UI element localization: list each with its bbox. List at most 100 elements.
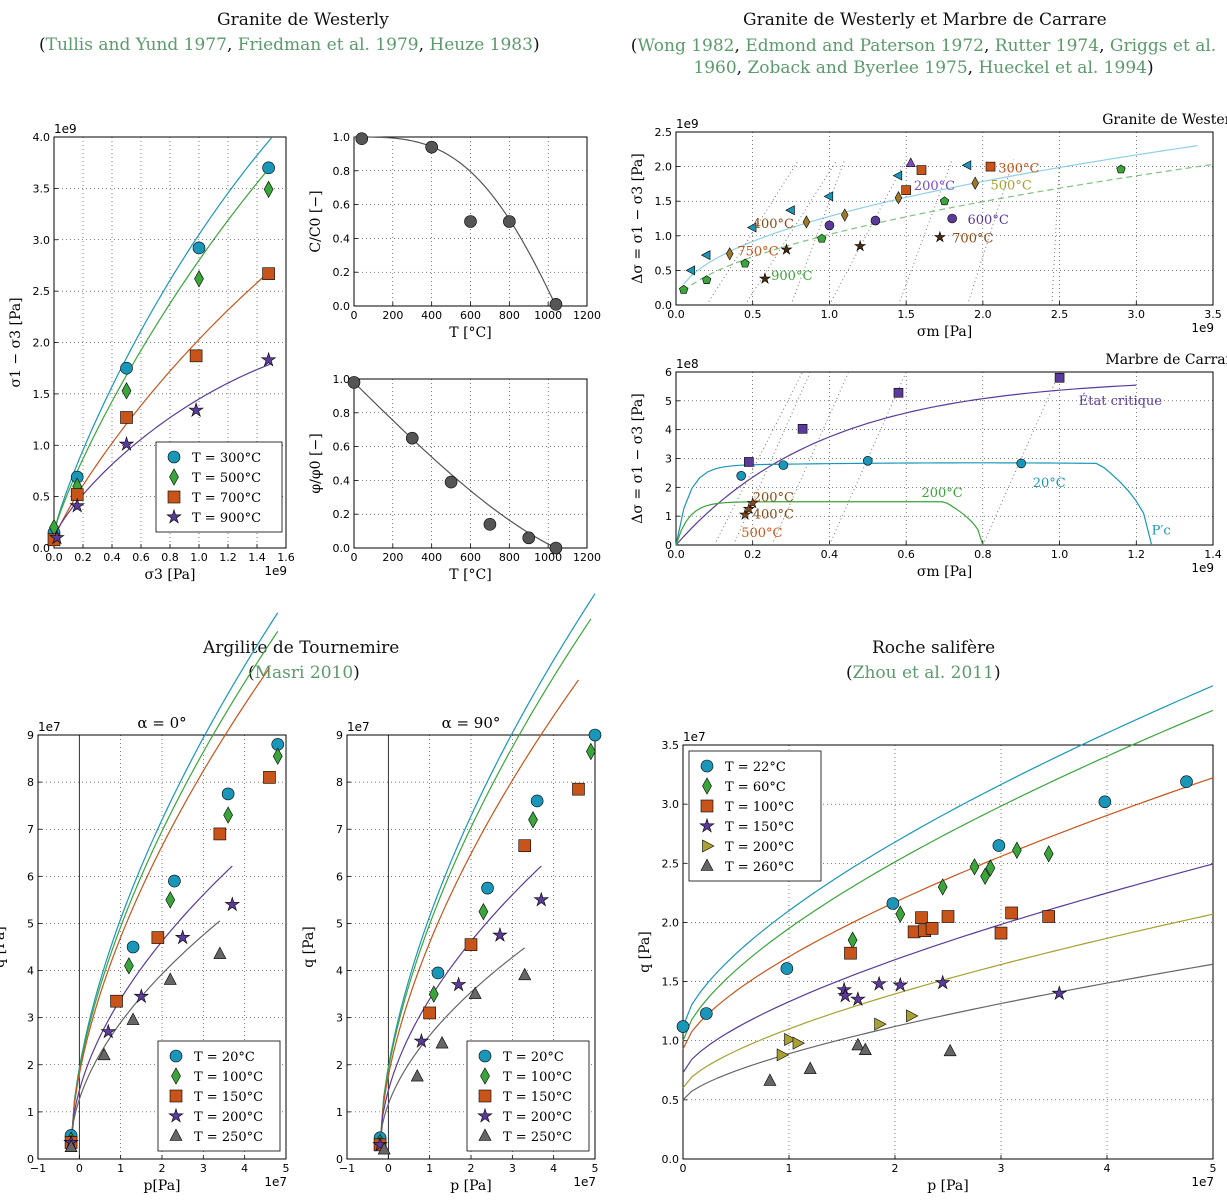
y-tick-label: 0.5: [33, 491, 51, 504]
annotation: 600°C: [968, 213, 1009, 228]
x-tick-label: −1: [339, 1162, 355, 1175]
legend-marker: [702, 777, 712, 795]
data-point: [738, 508, 752, 520]
data-point: [758, 272, 772, 284]
y-tick-label: 2.0: [33, 337, 51, 350]
legend-box: [688, 750, 822, 882]
x-tick-label: 1200: [573, 309, 601, 322]
ref-link[interactable]: 1960: [693, 58, 737, 78]
data-point: [934, 974, 951, 990]
ref-link[interactable]: Masri 2010: [254, 663, 354, 683]
y-tick-label: 0: [665, 539, 672, 552]
legend-marker: [168, 1107, 184, 1123]
y-tick-label: 3: [27, 1012, 34, 1025]
legend-marker: [169, 1049, 183, 1063]
chart-westerly_critical: 0.0 0.5 1.0 1.5 2.0 2.5 3.0 3.5 0.0 0.5 1.0 1.5 2.0 2…: [630, 112, 1227, 340]
data-point: [481, 881, 494, 895]
annotation: 300°C: [998, 162, 1039, 177]
data-point: [221, 787, 235, 801]
ref-link[interactable]: Griggs et al.: [1109, 36, 1217, 56]
ref-link[interactable]: Heuze 1983: [429, 35, 533, 55]
data-point: [1012, 841, 1022, 859]
data-point: [503, 215, 516, 228]
data-point: [776, 1048, 790, 1062]
salt-title: Roche salifère: [872, 638, 996, 658]
data-point: [841, 208, 849, 222]
y-tick-label: 8: [336, 776, 343, 789]
data-point: [700, 250, 711, 261]
legend-marker: [700, 858, 714, 871]
y-tick-label: 4: [27, 965, 34, 978]
data-point: [124, 957, 134, 975]
data-point: [778, 460, 789, 470]
data-point: [937, 878, 948, 896]
data-point: [174, 929, 191, 945]
data-point: [483, 518, 497, 531]
data-point: [444, 475, 458, 489]
data-point: [980, 867, 990, 886]
data-point: [925, 922, 939, 935]
annotation: 750°C: [737, 245, 778, 260]
data-point: [522, 531, 536, 545]
y-axis-label: Δσ = σ1 − σ3 [Pa]: [630, 153, 646, 283]
data-point: [892, 170, 903, 181]
marble-title: Granite de Westerly et Marbre de Carrare: [743, 10, 1107, 30]
y-tick-label: 4: [665, 424, 672, 437]
x-tick-label: 3.5: [1204, 308, 1222, 321]
ref-link[interactable]: Zoback and Byerlee 1975: [747, 58, 968, 78]
data-point: [372, 1136, 388, 1152]
x-tick-label: 1.0: [821, 308, 839, 321]
x-tick-label: 1200: [573, 551, 601, 564]
ref-link[interactable]: Edmond and Paterson 1972: [745, 36, 984, 56]
x-axis-label: σm [Pa]: [917, 324, 972, 340]
y-tick-label: 9: [336, 729, 343, 742]
data-point: [126, 940, 140, 954]
data-point: [262, 161, 275, 175]
data-point: [263, 180, 274, 199]
annotation: 400°C: [753, 508, 794, 523]
data-point: [824, 220, 835, 231]
data-point: [272, 747, 283, 765]
x-multiplier: 1e7: [1191, 1175, 1214, 1189]
data-point: [468, 986, 482, 999]
data-point: [49, 529, 65, 545]
data-point: [194, 270, 204, 288]
guide-line: [706, 159, 800, 306]
data-point: [985, 859, 996, 877]
data-point: [847, 931, 858, 949]
legend-entry: T = 20°C: [503, 1050, 564, 1065]
legend-entry: T = 700°C: [192, 491, 261, 506]
legend-marker: [700, 759, 714, 773]
data-point: [428, 985, 439, 1003]
data-point: [478, 902, 489, 921]
data-point: [746, 496, 759, 509]
ref-link[interactable]: Zhou et al. 2011: [852, 663, 994, 683]
ref-link[interactable]: Rutter 1974: [994, 36, 1100, 56]
data-point: [1016, 458, 1027, 469]
legend-marker: [169, 1089, 183, 1103]
y-multiplier: 1e9: [676, 117, 699, 131]
ref-link[interactable]: Wong 1982: [637, 36, 735, 56]
x-tick-label: 1.4: [1204, 548, 1222, 561]
y-multiplier: 1e7: [683, 730, 706, 744]
legend-marker: [167, 450, 181, 464]
data-point: [492, 927, 508, 942]
x-tick-label: 0.0: [667, 548, 685, 561]
ref-link[interactable]: Hueckel et al. 1994: [978, 58, 1147, 78]
y-tick-label: 0.6: [333, 441, 351, 454]
data-point: [906, 1009, 919, 1023]
y-tick-label: 0.5: [655, 264, 673, 277]
ref-link[interactable]: Tullis and Yund 1977: [45, 35, 227, 55]
y-tick-label: 2.5: [655, 126, 673, 139]
legend-marker: [477, 1107, 493, 1123]
y-tick-label: 7: [27, 823, 34, 836]
legend-entry: T = 900°C: [192, 511, 261, 526]
ref-link[interactable]: Friedman et al. 1979: [237, 35, 419, 55]
y-tick-label: 5: [665, 395, 672, 408]
y-tick-label: 8: [27, 776, 34, 789]
x-tick-label: 4: [550, 1162, 557, 1175]
y-tick-label: 3.0: [33, 234, 51, 247]
x-tick-label: 3: [998, 1162, 1005, 1175]
data-point: [588, 728, 602, 742]
